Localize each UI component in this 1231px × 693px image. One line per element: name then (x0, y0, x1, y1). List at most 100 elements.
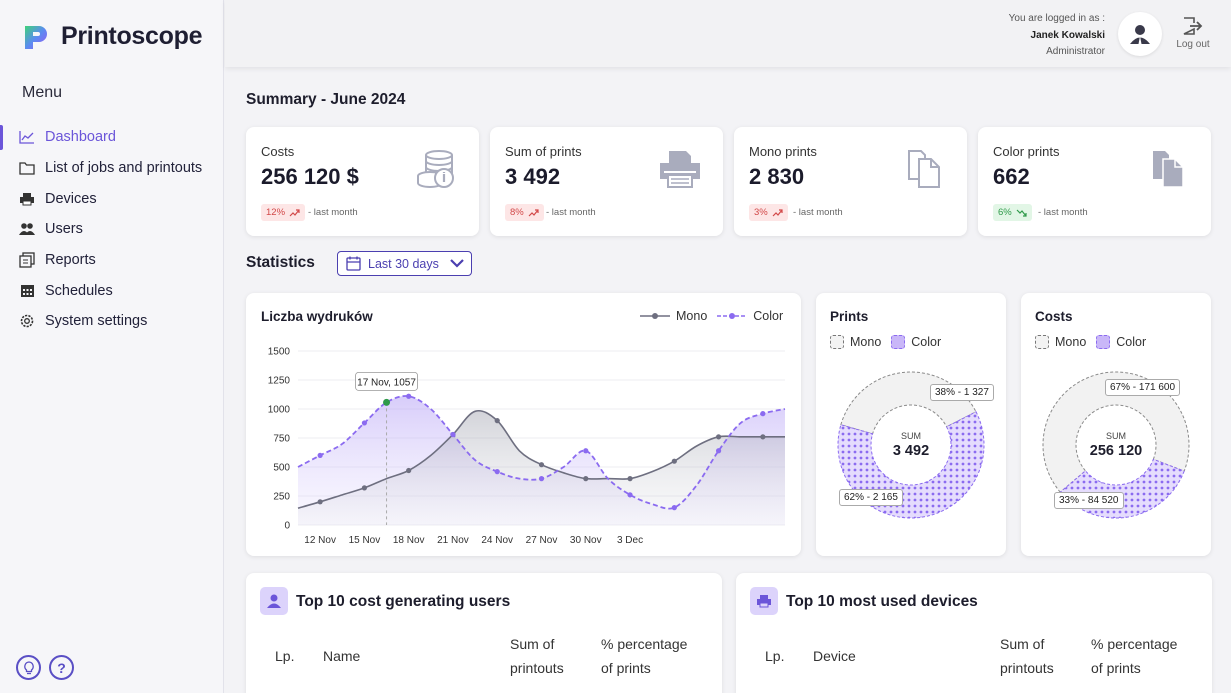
trend-note: - last month (793, 207, 843, 218)
mono-point (406, 467, 412, 474)
column-header-lp[interactable]: Lp. (765, 648, 785, 664)
legend-color-marker (717, 313, 748, 319)
mono-point (760, 434, 766, 440)
document-copy-icon (908, 150, 940, 188)
chart-line-icon (18, 128, 36, 146)
trend-badge-value: 8% (510, 207, 524, 218)
sidebar-item-jobs[interactable]: List of jobs and printouts (0, 153, 224, 184)
mono-point (627, 476, 633, 482)
sidebar-item-dashboard[interactable]: Dashboard (0, 122, 224, 153)
app-name: Printoscope (61, 22, 203, 50)
user-icon (260, 587, 288, 615)
column-header-sum[interactable]: Sum of printouts (1000, 632, 1054, 680)
costs-donut-card: Costs Mono Color SUM 256 120 67% - 171 6… (1021, 293, 1211, 556)
sidebar-item-label: Reports (45, 252, 96, 269)
gear-icon (18, 312, 36, 330)
column-header-percentage[interactable]: % percentage of prints (1091, 632, 1177, 680)
column-header-lp[interactable]: Lp. (275, 648, 295, 664)
user-info: You are logged in as : Janek Kowalski Ad… (1009, 11, 1105, 61)
sidebar-item-reports[interactable]: Reports (0, 245, 224, 276)
y-tick-label: 0 (284, 521, 290, 532)
mono-point (538, 462, 545, 468)
kpi-card-mono-prints: Mono prints 2 830 3% - last month (734, 127, 967, 236)
chart-legend: Mono Color (640, 309, 783, 323)
color-point (671, 505, 677, 511)
date-range-select[interactable]: Last 30 days (337, 251, 472, 276)
sidebar-item-users[interactable]: Users (0, 214, 224, 245)
trend-badge-value: 3% (754, 207, 768, 218)
sidebar-item-schedules[interactable]: Schedules (0, 275, 224, 306)
column-header-name[interactable]: Name (323, 648, 361, 664)
mono-point (361, 485, 368, 491)
logout-button[interactable]: Log out (1172, 16, 1214, 50)
donut-legend: Mono Color (1035, 335, 1146, 349)
legend-mono-label: Mono (676, 309, 708, 323)
sidebar-item-label: List of jobs and printouts (45, 160, 203, 177)
color-point (450, 431, 456, 438)
x-tick-label: 12 Nov (304, 535, 336, 546)
sidebar-item-label: System settings (45, 313, 148, 330)
x-tick-label: 27 Nov (526, 535, 558, 546)
slice-label-color: 62% - 2 165 (839, 489, 903, 506)
printoscope-logo-icon (25, 25, 47, 49)
sidebar-menu: Dashboard List of jobs and printouts Dev… (0, 122, 224, 337)
trend-up-icon (289, 208, 300, 216)
line-chart: 0 250 500 750 1000 1250 1500 17 Nov, 1057 12 Nov… (268, 347, 786, 546)
sidebar-item-system-settings[interactable]: System settings (0, 306, 224, 337)
chart-title: Costs (1035, 309, 1073, 324)
logo[interactable]: Printoscope (22, 22, 202, 51)
column-header-sum[interactable]: Sum of printouts (510, 632, 564, 680)
printer-icon (18, 190, 36, 208)
trend-badge-value: 12% (266, 207, 286, 218)
legend-mono-marker (640, 313, 670, 319)
help-area: ? (16, 655, 74, 680)
column-header-device[interactable]: Device (813, 648, 856, 664)
prints-donut-chart (837, 371, 985, 519)
mono-point (494, 418, 500, 424)
lightbulb-icon[interactable] (16, 655, 41, 680)
sidebar-item-label: Dashboard (45, 129, 116, 146)
donut-sum-label: SUM (901, 431, 921, 441)
help-icon[interactable]: ? (49, 655, 74, 680)
trend-badge: 6% (993, 204, 1032, 221)
legend-color-label: Color (1116, 335, 1147, 349)
x-tick-label: 18 Nov (393, 535, 425, 546)
tooltip-point (383, 398, 391, 406)
donut-hole (1077, 406, 1155, 484)
kpi-card-sum-of-prints: Sum of prints 3 492 8% - last month (490, 127, 723, 236)
avatar[interactable] (1118, 12, 1162, 56)
donut-sum-value: 256 120 (1089, 443, 1143, 459)
trend-badge-value: 6% (998, 207, 1012, 218)
legend-color-label: Color (753, 309, 784, 323)
sidebar-item-label: Users (45, 221, 83, 238)
legend-color-label: Color (911, 335, 942, 349)
sidebar-item-devices[interactable]: Devices (0, 183, 224, 214)
kpi-label: Sum of prints (505, 144, 582, 159)
kpi-card-costs: Costs 256 120 $ 12% - last month (246, 127, 479, 236)
printer-icon (660, 151, 700, 188)
slice-mono (1042, 371, 1190, 493)
trend-up-icon (528, 208, 539, 216)
donut-legend: Mono Color (830, 335, 941, 349)
mono-point (583, 476, 589, 482)
trend-down-icon (1016, 209, 1027, 217)
x-tick-label: 21 Nov (437, 535, 469, 546)
column-header-percentage[interactable]: % percentage of prints (601, 632, 687, 680)
tooltip-box (355, 371, 418, 391)
top-devices-title: Top 10 most used devices (786, 593, 978, 610)
chevron-down-icon (450, 259, 464, 268)
topbar: You are logged in as : Janek Kowalski Ad… (225, 0, 1231, 67)
x-tick-label: 3 Dec (617, 535, 643, 546)
legend-mono-label: Mono (1055, 335, 1087, 349)
user-icon (1130, 25, 1150, 44)
kpi-label: Costs (261, 144, 295, 159)
slice-label-color: 33% - 84 520 (1054, 492, 1124, 509)
column-header-line: of prints (601, 660, 651, 676)
sidebar-item-label: Devices (45, 190, 97, 207)
chart-title: Liczba wydruków (261, 309, 373, 324)
page-title: Summary - June 2024 (246, 91, 406, 108)
reports-icon (18, 251, 36, 269)
coins-icon (417, 150, 454, 188)
y-tick-label: 1250 (268, 376, 291, 387)
donut-hole (872, 406, 950, 484)
